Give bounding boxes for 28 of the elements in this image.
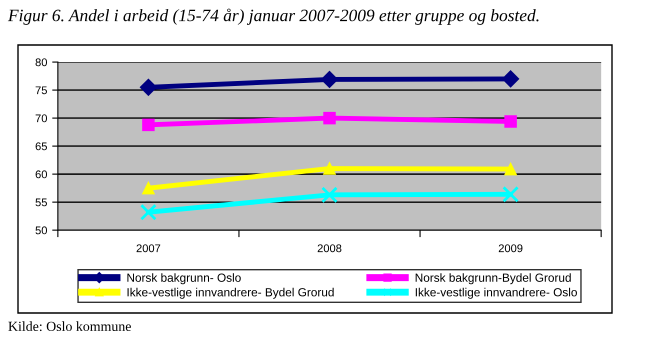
point <box>140 204 157 221</box>
legend-label: Ikke-vestlige innvandrere- Oslo <box>416 288 577 299</box>
point <box>321 186 338 204</box>
y-tick-label: 80 <box>36 58 48 66</box>
y-tick-label: 50 <box>36 226 48 234</box>
y-tick-label: 55 <box>36 198 47 206</box>
point <box>142 182 155 194</box>
legend-label: Norsk bakgrunn-Bydel Grorud <box>416 273 571 284</box>
point <box>323 162 336 175</box>
y-tick-label: 60 <box>36 170 48 178</box>
legend-label: Norsk bakgrunn- Oslo <box>127 273 241 284</box>
legend-label: Ikke-vestlige innvandrere- Bydel Grorud <box>128 288 334 299</box>
point <box>502 186 519 203</box>
point <box>142 118 155 132</box>
x-tick-label: 2007 <box>136 244 160 252</box>
point <box>140 78 157 96</box>
y-tick-label: 75 <box>36 86 47 94</box>
chart-title: Figur 6. Andel i arbeid (15-74 år) januar 2007-2009 etter gruppe og bosted. <box>8 8 538 25</box>
x-tick-label: 2008 <box>318 244 342 252</box>
point <box>320 70 338 88</box>
y-tick-label: 70 <box>36 114 48 122</box>
y-tick-label: 65 <box>36 142 47 150</box>
point <box>504 115 517 128</box>
x-tick-label: 2009 <box>498 244 522 252</box>
point <box>323 112 336 124</box>
point <box>502 70 520 88</box>
text: Kilde: Oslo kommune <box>8 321 131 332</box>
point <box>504 162 517 176</box>
